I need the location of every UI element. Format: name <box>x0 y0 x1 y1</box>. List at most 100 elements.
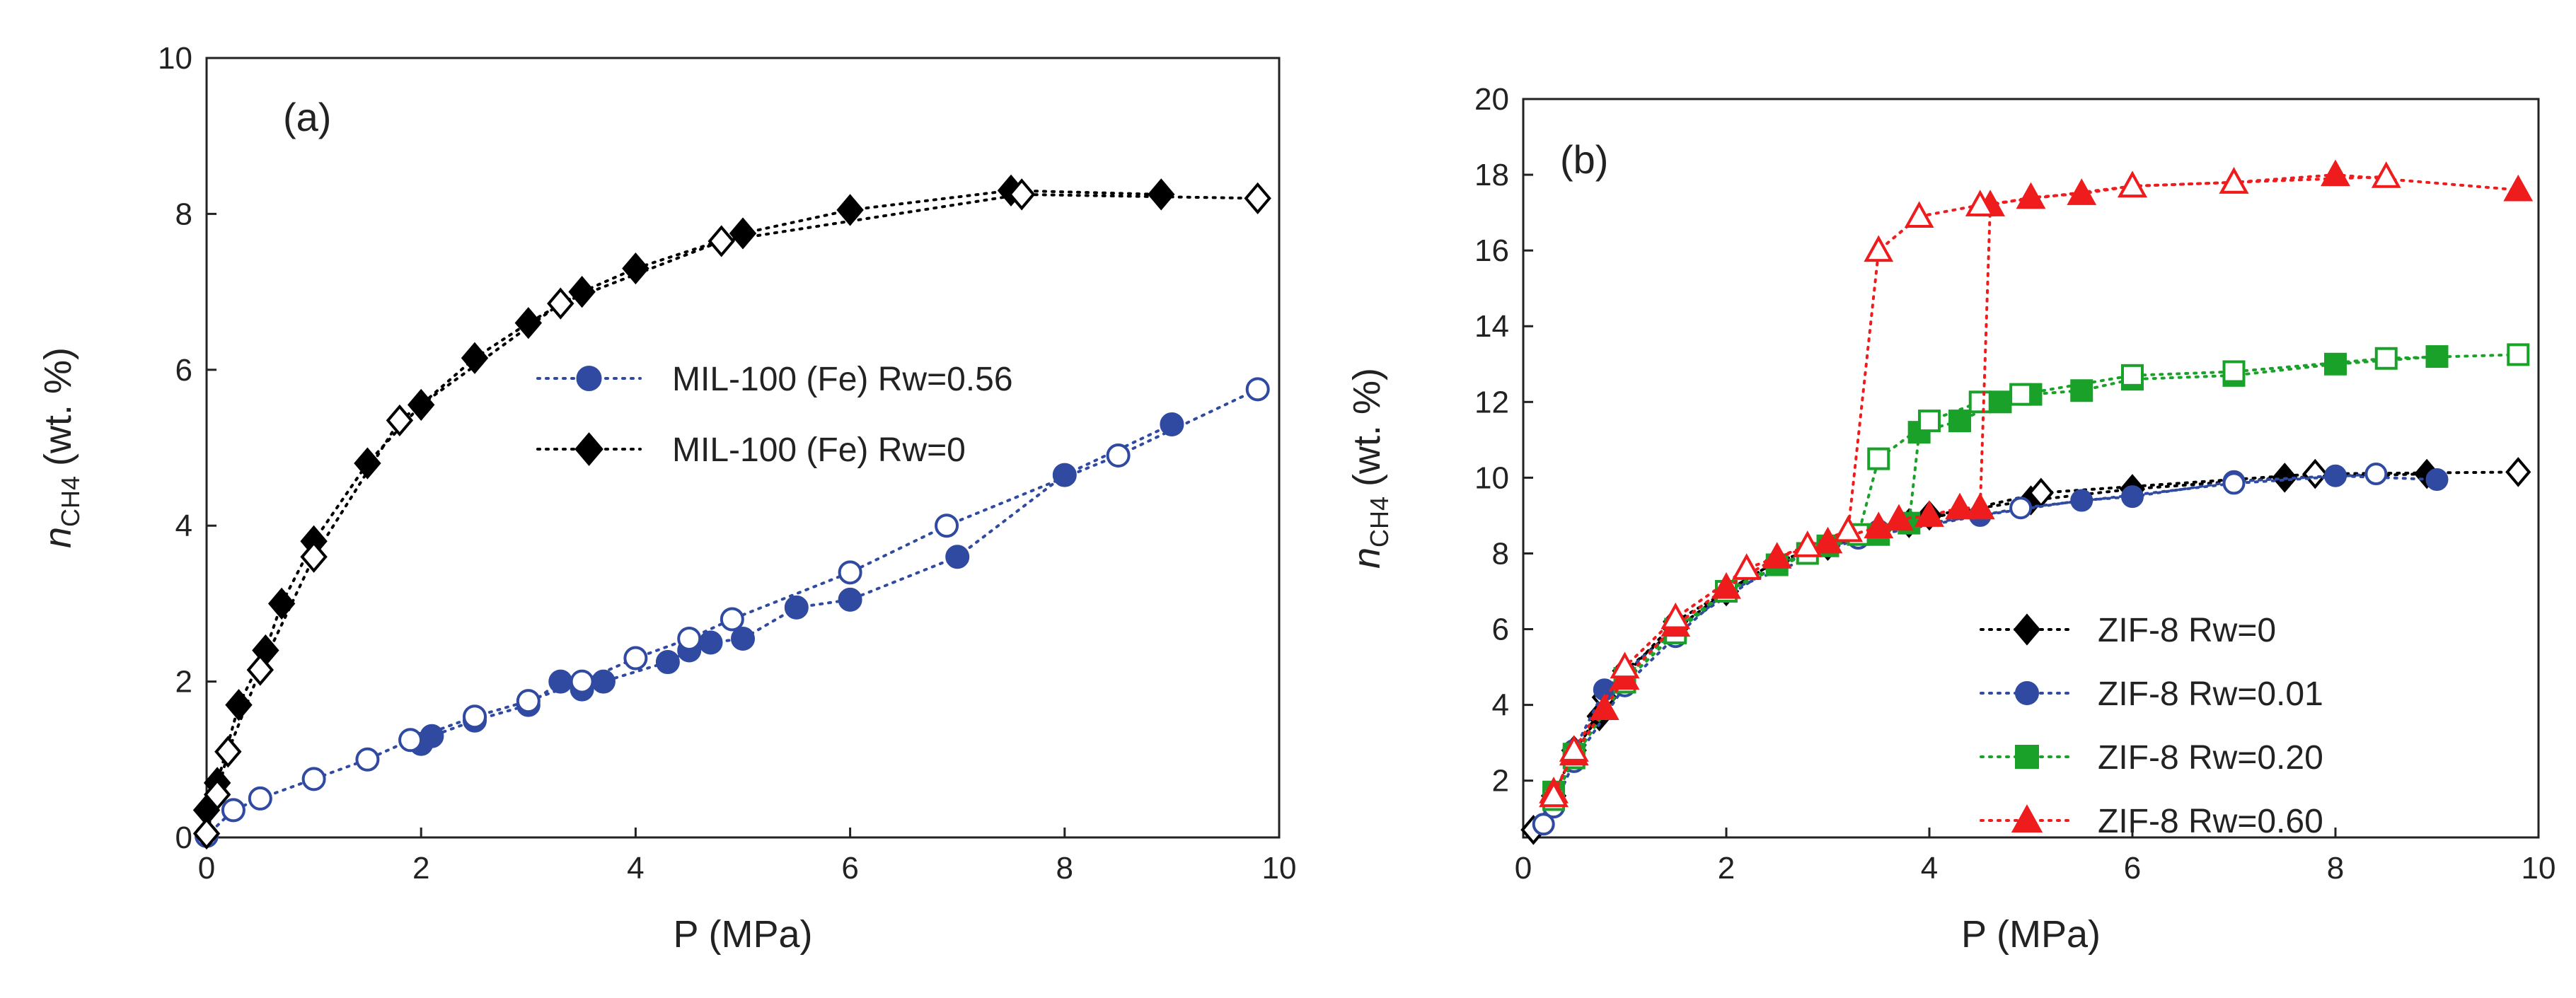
panel-a-series-1-desorption-point <box>838 560 862 585</box>
panel-a-series-2-desorption-point <box>1244 182 1271 214</box>
panel-b-series-3-desorption-point <box>1867 447 1890 470</box>
panel-b-legend: ZIF-8 Rw=0 ZIF-8 Rw=0.01 ZIF-8 Rw=0.20 ZIF-… <box>1980 612 2323 840</box>
panel-a-series-2-adsorption-point <box>225 689 253 721</box>
panel-b-y-tick-label: 16 <box>1474 233 1509 268</box>
panel-a-series-1-desorption-point <box>570 669 594 694</box>
panel-b-series-3-desorption-line <box>1552 353 2520 801</box>
panel-a-series-1-adsorption-point <box>591 669 616 694</box>
panel-a-series-1-desorption-point <box>516 689 541 714</box>
panel-a-series-2-desorption-point <box>386 404 414 437</box>
panel-a-series-2-desorption-point <box>192 817 221 850</box>
panel-b-y-axis-title-sub: CH4 <box>1365 497 1394 547</box>
panel-a-y-tick-label: 8 <box>175 197 192 231</box>
panel-b-series-4-desorption-point <box>1539 780 1569 808</box>
panel-b-legend-marker <box>2015 681 2039 705</box>
panel-b-series-4-adsorption-point <box>2016 182 2046 209</box>
panel-b-legend-marker <box>2015 745 2039 769</box>
panel-b-series-2-desorption-point <box>2009 497 2033 520</box>
panel-b-series-1-desorption-line <box>1532 470 2520 832</box>
panel-a-y-tick-label: 2 <box>175 665 192 700</box>
panel-b-series-3-adsorption-point <box>1989 390 2012 414</box>
panel-b-y-tick-label: 4 <box>1492 688 1509 723</box>
panel-b-x-tick-label: 6 <box>2124 851 2141 886</box>
panel-b-series-4-desorption-point <box>2371 161 2401 188</box>
panel-a-legend-marker <box>574 432 603 466</box>
panel-b-series-4-desorption-point <box>1833 515 1864 542</box>
panel-b-x-axis-title: P (MPa) <box>1961 913 2101 956</box>
panel-a-series-1-desorption-point <box>1245 377 1270 402</box>
panel-b-series-2-desorption-point <box>2222 472 2246 495</box>
panel-a-x-axis-title: P (MPa) <box>673 913 812 956</box>
panel-b-series-3-desorption-point <box>1968 390 1992 414</box>
panel-a-series-2-desorption-line <box>205 192 1259 835</box>
panel-b-series-4-adsorption-point <box>1864 511 1894 538</box>
panel-b-y-axis-title-rest: (wt. %) <box>1346 368 1388 487</box>
panel-b-series-2-adsorption-point <box>2121 485 2144 509</box>
panel-a-series-2-adsorption-point <box>622 252 649 285</box>
panel-b-y-tick-label: 14 <box>1474 309 1509 344</box>
panel-b-series-1-desorption-point <box>2505 457 2531 487</box>
panel-b-y-tick-label: 8 <box>1492 536 1509 571</box>
panel-a-legend: MIL-100 (Fe) Rw=0.56 MIL-100 (Fe) Rw=0 <box>536 361 1013 469</box>
panel-b-y-tick-label: 6 <box>1492 613 1509 647</box>
panel-b-series-1-desorption-point <box>2302 458 2328 489</box>
panel-a-series-1-desorption-point <box>463 704 487 729</box>
panel-a-series-1-adsorption-point <box>784 595 809 620</box>
panel-a-label: (a) <box>283 95 331 139</box>
panel-b-series-4-desorption-point <box>1731 553 1762 580</box>
panel-a-series-1-adsorption-point <box>698 630 723 655</box>
panel-b-y-tick-label: 18 <box>1474 158 1509 192</box>
panel-a-y-axis-title-sub: CH4 <box>56 476 85 527</box>
panel-b-series-4-desorption-point <box>1965 190 1995 216</box>
panel-a-series-1-desorption-point <box>248 786 272 811</box>
panel-a-series-2-desorption-point <box>203 778 231 811</box>
panel-b-series-2-desorption-point <box>1532 813 1555 836</box>
panel-b-legend-marker <box>2011 804 2043 832</box>
panel-a-axes-frame <box>205 57 1281 839</box>
panel-a-legend-marker <box>576 366 602 391</box>
panel-a-y-axis-title: nCH4 (wt. %) <box>37 347 85 548</box>
panel-a-x-tick-label: 0 <box>198 851 215 886</box>
panel-b-series-3-desorption-point <box>2121 364 2144 387</box>
panel-b-x-tick-label: 4 <box>1921 851 1938 886</box>
panel-b-series-3-desorption-point <box>1918 410 1941 433</box>
panel-b-y-tick-label: 10 <box>1474 460 1509 495</box>
panel-a-series-1-adsorption-point <box>945 545 970 569</box>
panel-b-series-2-adsorption-point <box>2070 489 2093 512</box>
panel-a-series-1-desorption-point <box>398 728 423 753</box>
panel-b-series-3-adsorption-point <box>2070 379 2093 402</box>
panel-a-series-2-adsorption-point <box>1148 178 1175 211</box>
panel-a-series-1-adsorption-point <box>1160 412 1184 436</box>
panel-b-y-axis-title-main: n <box>1346 547 1388 569</box>
panel-a-series-2-adsorption-point <box>836 194 864 226</box>
panel-b-series-4-desorption-point <box>1660 602 1691 629</box>
panel-b-series-2-desorption-point <box>2364 463 2388 486</box>
panel-a-x-tick-label: 8 <box>1056 851 1073 886</box>
panel-b-series-2 <box>1532 463 2449 836</box>
panel-a-x-tick-label: 2 <box>412 851 429 886</box>
panel-b-series-4 <box>1539 159 2534 808</box>
panel-b-label: (b) <box>1560 137 1608 182</box>
panel-a-series-1-desorption-point <box>221 798 246 823</box>
panel-a-series-1-desorption-point <box>720 607 744 632</box>
panel-b-legend-label: ZIF-8 Rw=0.20 <box>2098 739 2323 777</box>
panel-b-series-4-desorption-point <box>2118 170 2147 198</box>
panel-b-legend-marker <box>2013 613 2041 646</box>
panel-a-series-1 <box>195 377 1270 848</box>
panel-a-series-1-desorption-line <box>205 388 1259 837</box>
panel-a-series-1-adsorption-point <box>420 724 444 748</box>
panel-b-series-2-adsorption-point <box>2425 468 2449 492</box>
panel-a-series-1-desorption-point <box>623 646 648 671</box>
panel-b-series-4-adsorption-point <box>1914 500 1944 527</box>
panel-b-x-tick-label: 2 <box>1718 851 1735 886</box>
panel-a-series-2-desorption-point <box>300 540 328 573</box>
panel-a-series-2-desorption-point <box>214 736 242 768</box>
panel-a-y-axis-title-main: n <box>37 527 79 548</box>
panel-b-series-4-desorption-point <box>1559 735 1589 762</box>
panel-a-y-tick-label: 10 <box>158 41 192 76</box>
panel-a-series-1-desorption-point <box>301 767 326 791</box>
panel-a-y-tick-label: 6 <box>175 353 192 388</box>
panel-a-series-2-adsorption-point <box>729 217 757 250</box>
panel-b-series-2-adsorption-point <box>2324 464 2347 487</box>
